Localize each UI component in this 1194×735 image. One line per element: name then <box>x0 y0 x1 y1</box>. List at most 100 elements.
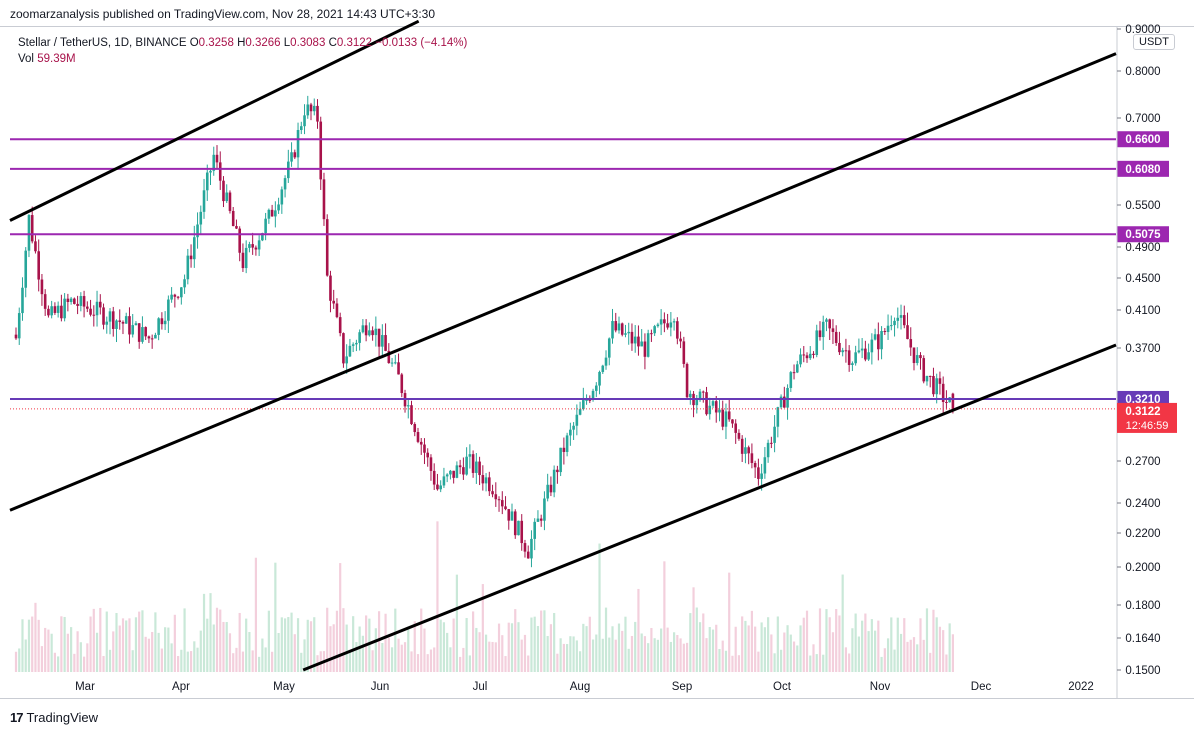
candle-body <box>290 152 293 162</box>
candle-body <box>575 414 579 426</box>
candle-body <box>160 318 164 325</box>
legend-change: −0.0133 (−4.14%) <box>375 37 468 49</box>
candle-body <box>789 372 793 388</box>
currency-unit-button[interactable]: USDT <box>1133 34 1175 50</box>
volume-bar <box>459 656 462 672</box>
candle-body <box>358 332 361 343</box>
time-tick-label: Sep <box>672 681 692 693</box>
candle-body <box>491 491 494 495</box>
candle-body <box>776 407 780 427</box>
volume-bar <box>400 644 403 672</box>
candle-body <box>351 344 355 346</box>
candle-body <box>646 333 650 357</box>
candle-body <box>397 362 400 375</box>
volume-bar <box>822 654 825 672</box>
trendline[interactable] <box>9 19 420 222</box>
volume-bar <box>880 656 883 672</box>
volume-bar <box>416 654 420 672</box>
price-tick-label: 0.5500 <box>1125 200 1160 212</box>
volume-bar <box>355 641 358 672</box>
volume-bar <box>666 627 669 672</box>
trendline[interactable] <box>302 343 1117 672</box>
volume-bar <box>543 610 546 672</box>
volume-bar <box>867 631 870 672</box>
candle-body <box>462 467 465 475</box>
chart-frame[interactable] <box>0 26 1194 699</box>
candle-body <box>705 392 708 415</box>
trendline[interactable] <box>9 52 1117 512</box>
volume-bar <box>34 602 37 672</box>
candle-body <box>332 300 336 304</box>
volume-bar <box>274 562 277 672</box>
volume-bar <box>196 647 199 672</box>
volume-bar <box>828 617 831 672</box>
volume-bar <box>332 624 335 672</box>
candle-body <box>212 154 216 171</box>
candle-body <box>257 240 261 250</box>
volume-bar <box>426 654 429 672</box>
candle-body <box>254 247 258 250</box>
legend-open: 0.3258 <box>198 37 234 49</box>
candle-body <box>656 324 660 327</box>
price-tick-label: 0.1640 <box>1125 633 1160 645</box>
candle-body <box>137 323 141 342</box>
candle-body <box>682 341 686 364</box>
volume-bar <box>313 617 316 672</box>
level-badge <box>1117 160 1169 177</box>
candle-body <box>176 296 180 298</box>
candle-body <box>124 316 128 324</box>
candle-body <box>410 405 413 425</box>
price-tick-label: 0.2000 <box>1125 562 1160 574</box>
candle-body <box>150 338 154 340</box>
volume-bar <box>919 618 922 672</box>
candle-body <box>620 323 624 335</box>
candle-body <box>47 308 50 316</box>
candle-body <box>416 432 420 442</box>
candle-body <box>533 521 536 539</box>
volume-bar <box>147 638 151 672</box>
candle-body <box>886 325 890 333</box>
candle-body <box>144 327 147 337</box>
candle-body <box>63 298 66 319</box>
candle-body <box>131 325 135 335</box>
volume-bar <box>951 634 954 672</box>
volume-bar <box>796 645 799 672</box>
volume-bar <box>601 638 604 672</box>
candle-body <box>319 121 323 180</box>
volume-bar <box>682 643 685 672</box>
volume-bar <box>410 651 413 672</box>
candle-body <box>873 334 877 340</box>
candle-body <box>180 287 183 298</box>
volume-bar <box>799 625 802 672</box>
candle-body <box>316 105 319 122</box>
candle-body <box>34 241 37 252</box>
volume-bar <box>903 618 906 672</box>
volume-bar <box>647 643 650 672</box>
volume-bar <box>86 643 89 672</box>
volume-bar <box>692 587 695 672</box>
volume-bar <box>63 616 66 672</box>
volume-bar <box>731 655 734 672</box>
volume-bar <box>141 610 144 672</box>
volume-bar <box>809 655 812 672</box>
candle-body <box>17 313 21 339</box>
candle-body <box>157 318 160 335</box>
volume-bar <box>99 607 102 672</box>
candle-body <box>906 325 909 340</box>
candle-body <box>280 189 284 205</box>
volume-bar <box>436 521 439 672</box>
candle-body <box>173 294 177 297</box>
volume-bar <box>24 639 27 672</box>
candle-body <box>838 342 841 353</box>
volume-bar <box>108 649 112 672</box>
volume-bar <box>115 612 118 672</box>
volume-bar <box>14 651 18 672</box>
candle-body <box>773 426 776 443</box>
candle-body <box>393 362 397 364</box>
volume-bar <box>306 619 309 672</box>
tradingview-brand[interactable]: 17 TradingView <box>10 710 98 725</box>
candle-body <box>426 452 430 458</box>
volume-bar <box>572 636 575 672</box>
candle-body <box>543 498 546 521</box>
